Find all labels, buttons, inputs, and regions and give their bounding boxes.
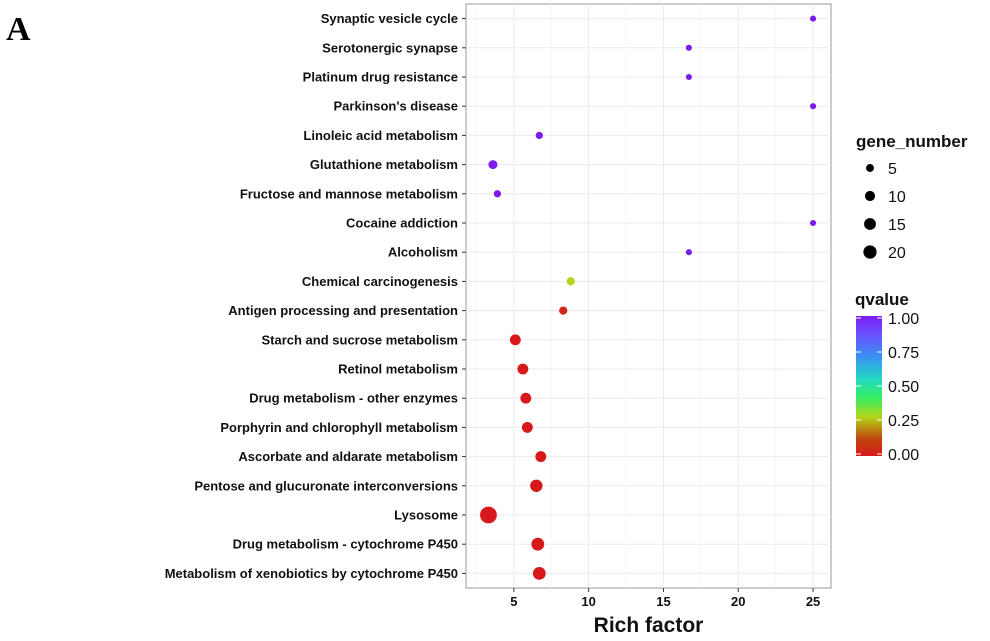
category-label: Ascorbate and aldarate metabolism xyxy=(238,449,458,464)
size-legend-label: 10 xyxy=(888,189,906,206)
category-label: Antigen processing and presentation xyxy=(228,303,458,318)
size-legend-key xyxy=(866,164,874,172)
category-label: Synaptic vesicle cycle xyxy=(321,11,458,26)
data-point xyxy=(559,306,568,315)
x-axis: 5 10 15 20 25 xyxy=(510,588,820,609)
size-legend-title: gene_number xyxy=(856,132,968,151)
plot-panel xyxy=(465,3,832,589)
category-label: Retinol metabolism xyxy=(338,362,458,377)
data-point xyxy=(531,537,545,551)
colorbar-label: 0.75 xyxy=(888,345,919,362)
x-tick-label: 15 xyxy=(656,594,670,609)
category-label: Pentose and glucuronate interconversions xyxy=(194,478,458,493)
data-point xyxy=(520,392,532,404)
data-point xyxy=(809,219,817,227)
x-tick-label: 20 xyxy=(731,594,745,609)
category-label: Drug metabolism - cytochrome P450 xyxy=(233,537,458,552)
data-point xyxy=(535,451,547,463)
size-legend-key xyxy=(863,245,877,259)
size-legend-key xyxy=(864,190,876,202)
size-legend-key xyxy=(864,218,876,230)
panel-letter: A xyxy=(6,11,31,48)
color-legend: 1.00 0.75 0.50 0.25 0.00 xyxy=(856,311,919,464)
data-point xyxy=(509,334,521,346)
data-point xyxy=(493,190,502,198)
category-label: Starch and sucrose metabolism xyxy=(261,332,458,347)
color-legend-title: qvalue xyxy=(855,290,909,309)
data-point xyxy=(809,103,817,110)
category-label: Glutathione metabolism xyxy=(310,157,458,172)
category-label: Chemical carcinogenesis xyxy=(302,274,458,289)
category-label: Lysosome xyxy=(394,508,458,523)
category-label: Fructose and mannose metabolism xyxy=(240,186,458,201)
data-point xyxy=(685,73,692,81)
size-legend-label: 5 xyxy=(888,161,897,178)
colorbar-label: 0.25 xyxy=(888,413,919,430)
size-legend-label: 15 xyxy=(888,217,906,234)
category-label: Alcoholism xyxy=(388,245,458,260)
category-label: Platinum drug resistance xyxy=(303,70,458,85)
category-label: Serotonergic synapse xyxy=(322,40,458,55)
category-label: Parkinson's disease xyxy=(334,99,459,114)
size-legend-label: 20 xyxy=(888,245,906,262)
data-point xyxy=(517,363,529,375)
size-legend: 5 10 15 20 xyxy=(863,161,906,262)
data-point xyxy=(685,44,692,51)
colorbar-label: 0.50 xyxy=(888,379,919,396)
data-point xyxy=(566,277,575,286)
data-point xyxy=(535,131,543,140)
colorbar-label: 0.00 xyxy=(888,447,919,464)
category-label: Metabolism of xenobiotics by cytochrome … xyxy=(165,566,458,581)
x-tick-label: 5 xyxy=(510,594,517,609)
points-layer xyxy=(480,15,817,580)
data-point xyxy=(480,506,497,524)
grid-layer xyxy=(466,4,831,588)
data-point xyxy=(685,249,692,256)
colorbar-label: 1.00 xyxy=(888,311,919,328)
category-labels: Synaptic vesicle cycle Serotonergic synap… xyxy=(165,11,466,581)
category-label: Drug metabolism - other enzymes xyxy=(249,391,458,406)
data-point xyxy=(488,160,498,170)
x-tick-label: 10 xyxy=(581,594,595,609)
x-tick-label: 25 xyxy=(806,594,820,609)
category-label: Linoleic acid metabolism xyxy=(303,128,458,143)
data-point xyxy=(532,566,546,580)
category-label: Porphyrin and chlorophyll metabolism xyxy=(220,420,458,435)
data-point xyxy=(809,15,817,22)
x-axis-title: Rich factor xyxy=(594,614,704,637)
data-point xyxy=(521,421,533,433)
category-label: Cocaine addiction xyxy=(346,216,458,231)
data-point xyxy=(530,479,543,492)
